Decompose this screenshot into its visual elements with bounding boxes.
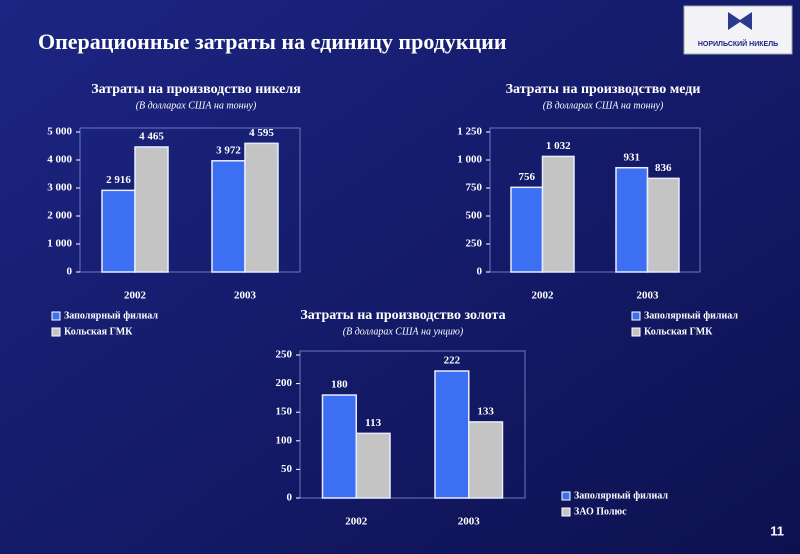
data-label: 222 (444, 355, 461, 367)
x-tick-label: 2002 (532, 290, 555, 302)
legend-swatch (561, 491, 571, 501)
data-label: 756 (519, 171, 536, 183)
y-tick-label: 250 (466, 238, 483, 250)
y-tick-label: 2 000 (47, 210, 72, 222)
y-tick-label: 4 000 (47, 154, 72, 166)
data-label: 836 (655, 162, 672, 174)
data-label: 1 032 (546, 140, 571, 152)
legend-swatch (51, 327, 61, 337)
legend-label: ЗАО Полюс (574, 506, 627, 517)
plot-frame (299, 350, 526, 499)
legend-label: Заполярный филиал (574, 490, 668, 501)
plot-frame (79, 127, 301, 273)
x-tick-label: 2002 (124, 290, 147, 302)
chart-title: Затраты на производство меди (506, 82, 701, 97)
chart-subtitle: (В долларах США на тонну) (543, 100, 664, 111)
slide-title: Операционные затраты на единицу продукци… (38, 29, 507, 54)
legend-label: Заполярный филиал (644, 310, 738, 321)
y-tick-label: 750 (466, 182, 483, 194)
data-label: 133 (477, 405, 494, 417)
data-label: 931 (624, 151, 641, 163)
bar (244, 142, 279, 273)
data-label: 3 972 (216, 144, 241, 156)
legend-label: Заполярный филиал (64, 310, 158, 321)
logo-box (683, 5, 793, 55)
data-label: 4 595 (249, 127, 274, 139)
y-tick-label: 1 250 (457, 126, 482, 138)
y-tick-label: 0 (287, 492, 293, 504)
bar (510, 186, 544, 273)
chart-title: Затраты на производство золота (300, 308, 505, 323)
x-tick-label: 2003 (458, 516, 481, 528)
bar (134, 146, 169, 273)
bar (211, 160, 246, 273)
legend-swatch (631, 311, 641, 321)
legend-label: Кольская ГМК (644, 326, 713, 337)
bar (541, 155, 575, 273)
legend-swatch (631, 327, 641, 337)
y-tick-label: 5 000 (47, 126, 72, 138)
y-tick-label: 50 (281, 463, 293, 475)
data-label: 4 465 (139, 131, 164, 143)
legend-swatch (51, 311, 61, 321)
y-tick-label: 100 (276, 434, 293, 446)
y-tick-label: 150 (276, 406, 293, 418)
y-tick-label: 1 000 (457, 154, 482, 166)
x-tick-label: 2003 (637, 290, 660, 302)
logo-mark (728, 12, 752, 30)
y-tick-label: 0 (477, 266, 483, 278)
bar (101, 189, 136, 273)
page-number: 11 (770, 523, 784, 538)
y-tick-label: 250 (276, 349, 293, 361)
chart-subtitle: (В долларах США на тонну) (136, 100, 257, 111)
y-tick-label: 3 000 (47, 182, 72, 194)
bar (615, 166, 649, 273)
y-tick-label: 0 (67, 266, 73, 278)
plot-frame (489, 127, 701, 273)
bar (355, 432, 391, 499)
logo-text: НОРИЛЬСКИЙ НИКЕЛЬ (698, 39, 778, 48)
chart-subtitle: (В долларах США на унцию) (343, 326, 464, 337)
data-label: 2 916 (106, 174, 131, 186)
legend-swatch (561, 507, 571, 517)
data-label: 180 (331, 379, 348, 391)
y-tick-label: 200 (276, 377, 293, 389)
chart-title: Затраты на производство никеля (91, 82, 301, 97)
x-tick-label: 2002 (345, 516, 368, 528)
y-tick-label: 1 000 (47, 238, 72, 250)
y-tick-label: 500 (466, 210, 483, 222)
bar (434, 370, 470, 499)
x-tick-label: 2003 (234, 290, 257, 302)
legend-label: Кольская ГМК (64, 326, 133, 337)
bar (468, 421, 504, 499)
data-label: 113 (365, 417, 381, 429)
bar (321, 394, 357, 499)
bar (646, 177, 680, 273)
